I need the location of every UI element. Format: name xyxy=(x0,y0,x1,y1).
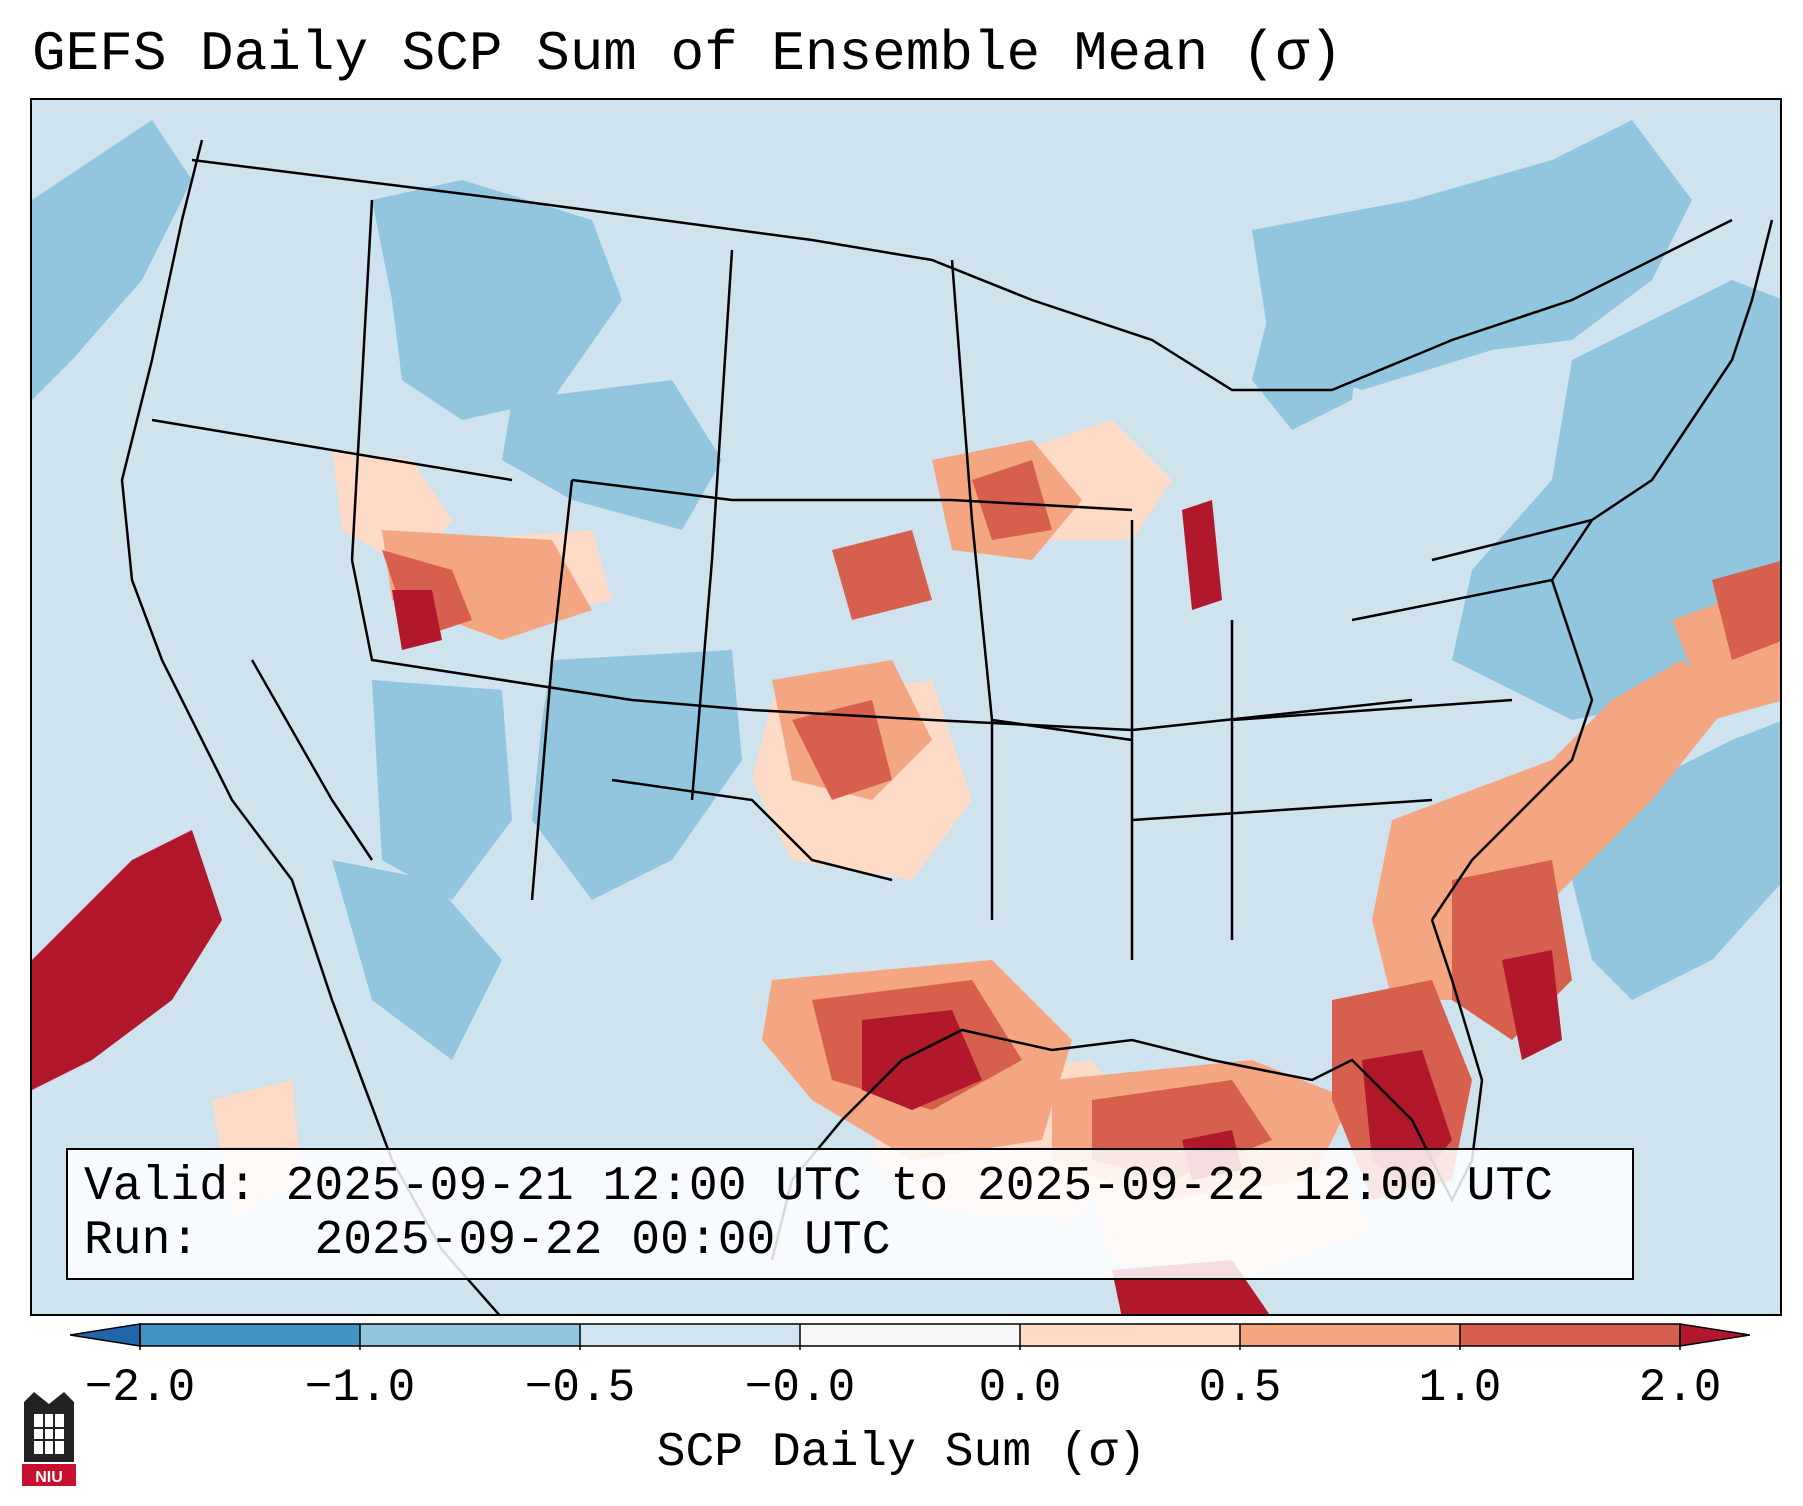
colorbar-tick-label: −2.0 xyxy=(84,1362,196,1414)
colorbar-tick-label: 2.0 xyxy=(1638,1362,1722,1414)
valid-label: Valid: xyxy=(84,1160,257,1214)
borders xyxy=(120,139,1774,1314)
colorbar-segment xyxy=(1460,1324,1681,1346)
run-line: Run: 2025-09-22 00:00 UTC xyxy=(84,1214,891,1268)
colorbar-segments xyxy=(70,1323,1750,1350)
colorbar-segment xyxy=(1020,1324,1241,1346)
colorbar-title: SCP Daily Sum (σ) xyxy=(656,1426,1147,1480)
colorbar-tick-label: −1.0 xyxy=(304,1362,416,1414)
colorbar-segment xyxy=(360,1324,581,1346)
colorbar-tick-label: −0.0 xyxy=(744,1362,856,1414)
colorbar-extend-low xyxy=(70,1323,141,1347)
gulf-coastline xyxy=(770,919,1484,1261)
colorbar-segment xyxy=(800,1324,1021,1346)
colorbar-extend-high xyxy=(1679,1323,1750,1347)
colorbar-segment xyxy=(580,1324,801,1346)
colorbar-segment xyxy=(140,1324,361,1346)
chart-title: GEFS Daily SCP Sum of Ensemble Mean (σ) xyxy=(32,22,1343,86)
run-value: 2025-09-22 00:00 UTC xyxy=(314,1214,891,1268)
logo-text: NIU xyxy=(35,1469,63,1486)
colorbar-tick-label: −0.5 xyxy=(524,1362,636,1414)
canada-border xyxy=(191,158,1733,392)
map-panel xyxy=(30,98,1782,1316)
valid-value: 2025-09-21 12:00 UTC to 2025-09-22 12:00… xyxy=(285,1160,1554,1214)
validity-info-box: Valid: 2025-09-21 12:00 UTC to 2025-09-2… xyxy=(66,1148,1634,1280)
colorbar xyxy=(70,1323,1750,1350)
niu-logo: NIU xyxy=(22,1392,76,1486)
negative-anomaly-regions xyxy=(32,120,1780,1060)
colorbar-segment xyxy=(1240,1324,1461,1346)
colorbar-tick-label: 0.5 xyxy=(1198,1362,1282,1414)
run-label: Run: xyxy=(84,1214,200,1268)
scp-map xyxy=(32,100,1780,1314)
valid-line: Valid: 2025-09-21 12:00 UTC to 2025-09-2… xyxy=(84,1160,1553,1214)
colorbar-tick-label: 1.0 xyxy=(1418,1362,1502,1414)
colorbar-tick-label: 0.0 xyxy=(978,1362,1062,1414)
